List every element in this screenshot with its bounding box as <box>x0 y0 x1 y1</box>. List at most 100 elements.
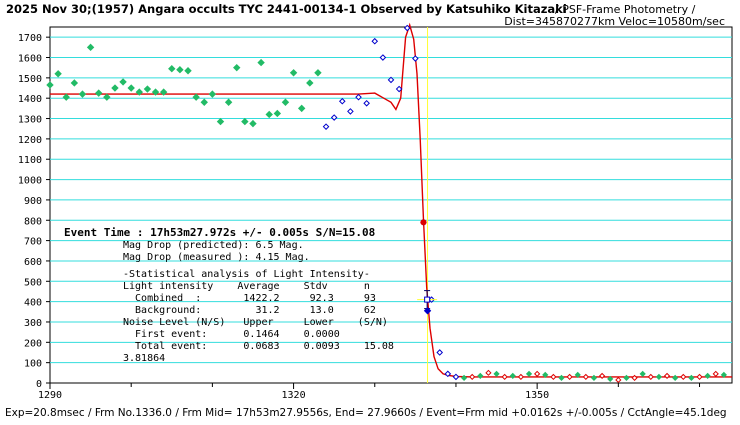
data-point-2-25 <box>663 372 671 379</box>
plot-area <box>49 26 733 384</box>
data-point-2-7 <box>517 373 525 381</box>
event-marker-end <box>423 307 432 315</box>
data-point-0-27 <box>265 110 273 119</box>
data-point-0-16 <box>176 66 184 74</box>
data-point-2-0 <box>460 374 468 382</box>
y-tick-label-300: 300 <box>24 318 42 329</box>
y-tick-label-200: 200 <box>24 338 42 349</box>
data-point-2-18 <box>607 375 614 383</box>
data-point-1-16 <box>452 373 460 381</box>
data-point-2-24 <box>655 373 663 381</box>
data-point-0-1 <box>54 70 62 78</box>
y-tick-label-700: 700 <box>24 237 42 248</box>
y-tick-label-1500: 1500 <box>18 74 42 85</box>
y-tick-label-900: 900 <box>24 196 42 207</box>
data-point-2-13 <box>566 373 573 381</box>
event-markers <box>417 219 438 315</box>
data-point-0-14 <box>159 88 168 96</box>
y-tick-label-0: 0 <box>36 379 42 390</box>
x-tick-label-1320: 1320 <box>282 390 306 401</box>
data-point-0-30 <box>289 69 298 77</box>
data-point-1-0 <box>322 123 330 130</box>
method-label: / PSF-Frame Photometry / <box>555 3 696 16</box>
data-point-0-13 <box>151 88 160 96</box>
x-axis: 1290 1320 1350 <box>38 383 701 401</box>
data-point-0-33 <box>314 69 322 77</box>
event-time-text: Event Time : 17h53m27.972s +/- 0.005s S/… <box>64 226 375 239</box>
data-point-0-19 <box>200 98 208 106</box>
data-point-2-16 <box>590 374 598 382</box>
data-point-1-4 <box>355 93 362 101</box>
footer-info: Exp=20.8msec / Frm No.1336.0 / Frm Mid= … <box>5 407 727 419</box>
data-point-1-7 <box>379 54 387 61</box>
data-point-1-3 <box>347 108 354 115</box>
data-point-0-28 <box>273 109 282 118</box>
y-tick-label-1100: 1100 <box>18 155 42 166</box>
data-point-2-9 <box>534 370 541 377</box>
data-point-0-26 <box>257 58 265 67</box>
data-point-2-21 <box>631 374 638 382</box>
data-point-2-22 <box>639 370 646 377</box>
grid-lines <box>50 36 732 364</box>
x-tick-label-1350: 1350 <box>525 390 549 401</box>
data-point-1-8 <box>387 76 395 84</box>
data-point-2-4 <box>493 370 500 377</box>
mag-drop-predicted: Mag Drop (predicted): 6.5 Mag. <box>123 240 304 251</box>
data-point-1-2 <box>338 97 346 105</box>
data-point-2-5 <box>501 373 508 381</box>
data-point-2-26 <box>672 374 679 382</box>
noise-first-event: First event: 0.1464 0.0000 <box>123 329 340 340</box>
data-point-0-15 <box>168 64 176 73</box>
data-point-0-31 <box>297 104 306 113</box>
data-point-2-2 <box>477 372 484 379</box>
distance-velocity: Dist=345870277km Veloc=10580m/sec <box>504 15 725 28</box>
stat-title: -Statistical analysis of Light Intensity… <box>123 269 370 280</box>
data-point-0-29 <box>281 98 290 106</box>
y-tick-label-500: 500 <box>24 277 42 288</box>
stat-background: Background: 31.2 13.0 62 <box>123 305 376 316</box>
data-point-2-17 <box>598 372 606 379</box>
mag-drop-measured: Mag Drop (measured ): 4.15 Mag. <box>123 252 310 263</box>
data-point-0-4 <box>78 90 87 98</box>
data-point-2-19 <box>615 376 622 384</box>
data-point-2-31 <box>712 370 719 377</box>
noise-header: Noise Level (N/S) Upper Lower (S/N) <box>123 317 388 328</box>
data-points <box>46 24 727 384</box>
data-point-0-23 <box>233 63 241 72</box>
data-point-0-25 <box>249 119 257 128</box>
data-point-0-12 <box>143 85 152 93</box>
data-point-2-32 <box>720 371 727 378</box>
event-marker-mid <box>424 296 431 303</box>
y-tick-label-800: 800 <box>24 216 42 227</box>
noise-total-event: Total event: 0.0683 0.0093 15.08 <box>123 341 394 352</box>
chart-title: 2025 Nov 30;(1957) Angara occults TYC 24… <box>6 2 567 16</box>
extra-value: 3.81864 <box>123 353 165 364</box>
data-point-1-10 <box>403 24 411 32</box>
data-point-0-3 <box>70 79 79 87</box>
data-point-2-8 <box>525 370 533 377</box>
data-point-2-3 <box>485 369 492 376</box>
data-point-0-0 <box>46 81 54 89</box>
data-point-2-20 <box>623 374 630 382</box>
data-point-2-12 <box>558 374 565 382</box>
data-point-0-11 <box>135 88 144 96</box>
y-tick-label-400: 400 <box>24 298 42 309</box>
data-point-0-20 <box>208 90 217 98</box>
stat-header: Light intensity Average Stdv n <box>123 281 370 292</box>
data-point-0-24 <box>241 117 249 126</box>
data-point-0-2 <box>62 93 70 101</box>
data-point-1-14 <box>436 349 444 356</box>
data-point-0-9 <box>119 78 127 86</box>
data-point-2-29 <box>696 373 703 381</box>
data-point-1-15 <box>444 370 452 378</box>
data-point-0-8 <box>111 84 119 92</box>
y-tick-label-100: 100 <box>24 359 42 370</box>
y-tick-label-1300: 1300 <box>18 115 42 126</box>
y-tick-label-1600: 1600 <box>18 54 42 65</box>
data-point-0-32 <box>306 79 314 87</box>
data-point-2-10 <box>542 371 549 378</box>
data-point-0-6 <box>95 89 103 97</box>
event-marker-start <box>420 219 427 226</box>
data-point-2-28 <box>688 374 695 382</box>
x-tick-label-1290: 1290 <box>38 390 62 401</box>
